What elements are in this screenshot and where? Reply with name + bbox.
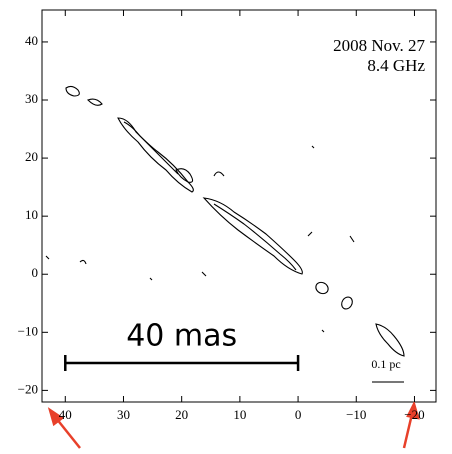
x-tick-label: 40 — [59, 407, 72, 422]
x-tick-label: 20 — [175, 407, 188, 422]
y-tick-label: 40 — [25, 33, 38, 48]
x-tick-label: −10 — [346, 407, 366, 422]
x-tick-label: 0 — [295, 407, 302, 422]
y-tick-label: −10 — [18, 323, 38, 338]
annotation-date: 2008 Nov. 27 — [333, 36, 425, 55]
y-tick-label: 20 — [25, 149, 38, 164]
y-tick-label: 10 — [25, 207, 38, 222]
figure: 2008 Nov. 27 8.4 GHz 0.1 pc 40 30 20 10 0 −10… — [0, 0, 452, 454]
y-tick-label: 0 — [32, 265, 39, 280]
annotation-frequency: 8.4 GHz — [367, 56, 425, 75]
linear-scale-label: 0.1 pc — [371, 357, 400, 371]
x-tick-label: 10 — [233, 407, 246, 422]
scale-bar-label: 40 mas — [126, 319, 237, 354]
y-tick-label: −20 — [18, 381, 38, 396]
x-tick-label: −20 — [404, 407, 424, 422]
x-tick-label: 30 — [117, 407, 130, 422]
y-tick-label: 30 — [25, 91, 38, 106]
